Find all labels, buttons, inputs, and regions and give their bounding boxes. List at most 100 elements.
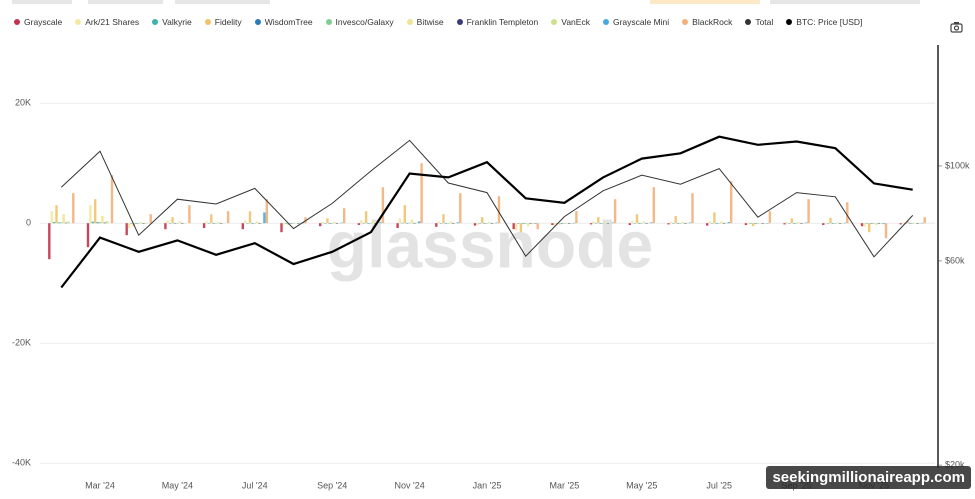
flow-bar [768, 211, 772, 224]
flow-bar [722, 223, 726, 224]
legend-swatch [745, 19, 752, 25]
legend: Grayscale Ark/21 Shares Valkyrie Fidelity Wi… [14, 17, 862, 27]
flow-bar [60, 222, 63, 224]
legend-item[interactable]: Grayscale Mini [602, 17, 669, 27]
flow-bar [797, 222, 801, 224]
flow-bar [829, 217, 832, 224]
flow-bar [459, 193, 462, 224]
legend-item[interactable]: Valkyrie [152, 17, 192, 27]
flow-bar [708, 221, 711, 224]
tab[interactable] [770, 0, 920, 4]
flow-bar [338, 223, 341, 224]
flow-bar [335, 223, 339, 224]
tab[interactable] [650, 0, 760, 4]
x-tick-label: Sep '24 [317, 480, 347, 490]
flow-bar [265, 199, 268, 224]
flow-bar [473, 223, 477, 226]
tab[interactable] [175, 0, 270, 4]
legend-label: VanEck [561, 17, 590, 27]
flow-bar [667, 223, 670, 225]
flow-bar [449, 221, 452, 224]
flow-bar [481, 217, 484, 224]
flow-bar [645, 223, 648, 224]
flow-bar [451, 223, 455, 224]
flow-bar [901, 222, 905, 224]
flow-bar [681, 222, 685, 224]
flow-bar [379, 222, 382, 224]
flow-bar [103, 222, 106, 224]
flow-bar [512, 223, 515, 230]
flow-bar [256, 221, 259, 224]
flow-bar [244, 220, 247, 224]
legend-swatch [602, 19, 609, 25]
flow-bar [403, 205, 406, 224]
flow-bar [226, 211, 230, 224]
flow-bar [258, 223, 261, 224]
flow-bar [802, 223, 805, 224]
flow-bar [647, 222, 651, 224]
flow-bar [55, 205, 58, 224]
y-tick-label: 0 [26, 218, 31, 228]
flow-bar [52, 222, 56, 224]
flow-bar [601, 223, 605, 224]
legend-label: Total [755, 17, 774, 27]
legend-swatch [204, 19, 211, 25]
flow-bar [372, 220, 375, 224]
flow-bar [50, 211, 53, 224]
legend-item[interactable]: WisdomTree [254, 17, 313, 27]
flow-bar [638, 223, 641, 224]
legend-item[interactable]: Total [745, 17, 773, 27]
flow-bar [183, 222, 186, 224]
legend-item[interactable]: Invesco/Galaxy [325, 17, 394, 27]
flow-bar [248, 211, 252, 224]
flow-bar [756, 223, 760, 224]
flow-bar [865, 223, 868, 224]
flow-bar [909, 223, 912, 224]
flow-bar [766, 223, 769, 224]
flow-bar [135, 223, 138, 224]
flow-bar [824, 222, 827, 224]
flow-bar [260, 222, 264, 224]
flow-bar [688, 222, 692, 224]
flow-bar [652, 187, 655, 224]
price-line [60, 135, 913, 289]
flow-bar [420, 163, 423, 224]
tab[interactable] [88, 0, 163, 4]
flow-bar [831, 223, 835, 224]
flow-bar [872, 223, 876, 224]
flow-bar [715, 223, 718, 224]
flow-bar [643, 221, 646, 224]
flow-bar [691, 193, 694, 224]
legend-item[interactable]: BlackRock [682, 17, 732, 27]
legend-label: WisdomTree [264, 17, 313, 27]
flow-bar [534, 223, 537, 224]
flow-bar [149, 214, 152, 224]
legend-item[interactable]: Fidelity [204, 17, 242, 27]
camera-icon[interactable] [950, 22, 963, 33]
flow-bar [169, 223, 172, 224]
flow-bar [263, 212, 266, 224]
flow-bar [674, 216, 677, 224]
flow-bar [48, 223, 51, 260]
flow-bar [676, 223, 680, 224]
flow-bar [292, 223, 295, 224]
flow-bar [57, 222, 61, 224]
legend-item[interactable]: Ark/21 Shares [75, 17, 139, 27]
flow-bar [178, 221, 181, 224]
legend-item[interactable]: Bitwise [406, 17, 444, 27]
flow-bar [456, 222, 460, 224]
legend-item[interactable]: BTC: Price [USD] [786, 17, 862, 27]
flow-bar [91, 221, 94, 224]
flow-bar [401, 222, 404, 224]
tab[interactable] [12, 0, 72, 4]
flow-bar [357, 223, 361, 225]
legend-swatch [682, 19, 689, 25]
legend-item[interactable]: VanEck [551, 17, 590, 27]
flow-bar [529, 223, 532, 224]
flow-bar [297, 223, 300, 224]
legend-item[interactable]: Grayscale [14, 17, 62, 27]
flow-bar [597, 217, 600, 224]
legend-item[interactable]: Franklin Templeton [456, 17, 538, 27]
flow-bar [410, 219, 414, 224]
